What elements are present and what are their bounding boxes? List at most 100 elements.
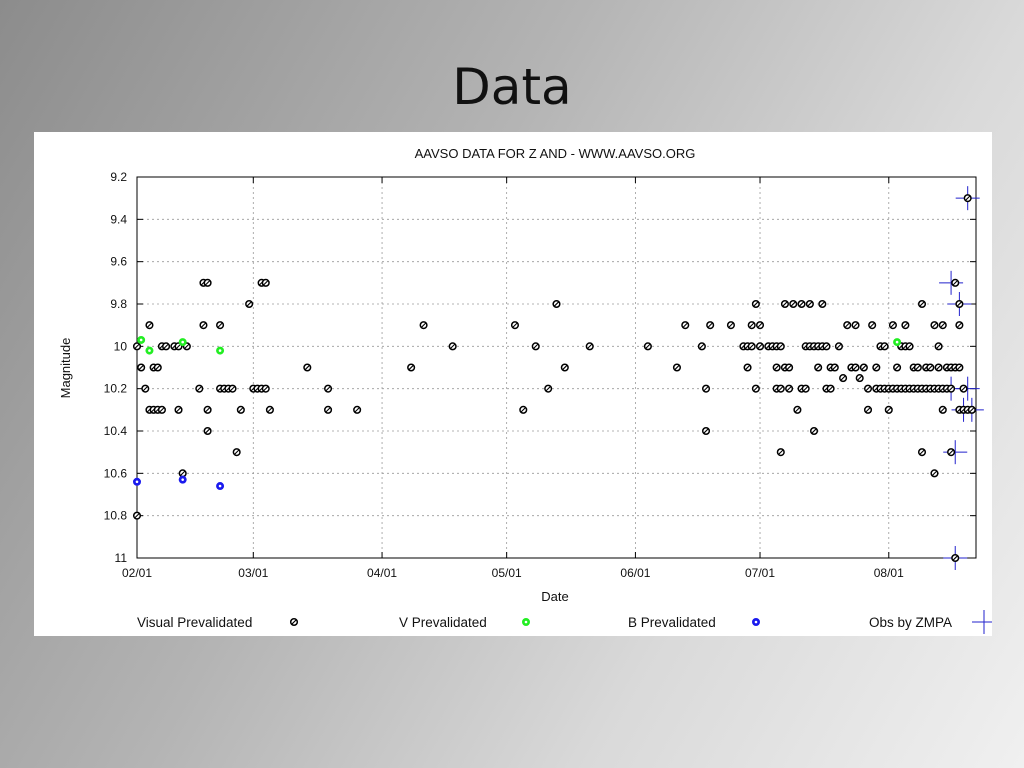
data-point-cross bbox=[943, 440, 968, 465]
data-point bbox=[261, 384, 270, 393]
legend-marker bbox=[289, 617, 299, 627]
data-point bbox=[938, 405, 947, 414]
data-point bbox=[701, 426, 711, 436]
data-point bbox=[884, 405, 893, 414]
data-point bbox=[681, 321, 690, 330]
grid-lines bbox=[137, 177, 976, 558]
data-point bbox=[951, 278, 960, 287]
data-point bbox=[755, 321, 765, 330]
x-tick-label: 06/01 bbox=[620, 566, 650, 580]
y-tick-label: 9.2 bbox=[110, 170, 127, 184]
data-point bbox=[585, 342, 594, 351]
data-point bbox=[216, 321, 225, 330]
data-point bbox=[851, 363, 860, 372]
series-0 bbox=[132, 194, 976, 563]
data-point bbox=[232, 448, 241, 457]
data-point bbox=[776, 448, 785, 457]
y-tick-label: 9.4 bbox=[110, 212, 127, 226]
data-point bbox=[917, 448, 927, 457]
legend-label: V Prevalidated bbox=[399, 615, 487, 630]
data-point bbox=[145, 321, 154, 330]
y-tick-label: 10.2 bbox=[104, 382, 128, 396]
data-point bbox=[776, 384, 785, 393]
data-point bbox=[162, 342, 171, 351]
data-point bbox=[880, 342, 889, 351]
data-point bbox=[174, 405, 183, 414]
data-point bbox=[324, 384, 333, 393]
data-point bbox=[261, 278, 270, 287]
x-tick-label: 07/01 bbox=[745, 566, 775, 580]
data-point bbox=[216, 482, 225, 491]
data-point bbox=[839, 374, 848, 383]
data-point bbox=[851, 321, 860, 330]
data-point bbox=[934, 363, 943, 372]
data-point bbox=[917, 299, 927, 309]
x-tick-label: 04/01 bbox=[367, 566, 397, 580]
data-point bbox=[132, 342, 142, 351]
data-point bbox=[448, 342, 457, 351]
data-point bbox=[743, 363, 752, 372]
data-point bbox=[893, 363, 902, 372]
data-point bbox=[747, 321, 756, 330]
y-tick-label: 10.4 bbox=[104, 424, 128, 438]
data-point bbox=[959, 384, 968, 393]
data-point-cross bbox=[939, 270, 964, 295]
data-point bbox=[519, 405, 528, 414]
x-tick-label: 03/01 bbox=[238, 566, 268, 580]
data-point bbox=[203, 278, 212, 287]
data-point bbox=[755, 342, 765, 351]
chart-panel: AAVSO DATA FOR Z AND - WWW.AAVSO.ORG 9.2… bbox=[34, 132, 992, 636]
data-point bbox=[868, 321, 877, 330]
data-point bbox=[747, 342, 756, 351]
y-tick-label: 10.8 bbox=[104, 509, 128, 523]
legend-marker bbox=[521, 617, 530, 626]
data-point bbox=[809, 426, 819, 436]
data-point bbox=[905, 342, 914, 351]
data-point bbox=[236, 405, 245, 414]
data-point bbox=[951, 553, 960, 563]
data-point bbox=[216, 346, 225, 355]
data-point bbox=[934, 342, 943, 351]
data-point bbox=[228, 384, 237, 393]
data-point bbox=[132, 511, 142, 520]
data-point bbox=[141, 384, 150, 393]
y-tick-label: 11 bbox=[115, 551, 128, 565]
data-point bbox=[938, 321, 947, 330]
data-point bbox=[772, 363, 781, 372]
data-point bbox=[967, 405, 976, 414]
data-point bbox=[785, 363, 794, 372]
data-point bbox=[789, 299, 798, 309]
data-point bbox=[178, 338, 187, 347]
data-point bbox=[324, 405, 333, 414]
data-point bbox=[797, 299, 806, 309]
chart-svg: AAVSO DATA FOR Z AND - WWW.AAVSO.ORG 9.2… bbox=[58, 146, 992, 634]
data-point bbox=[203, 405, 212, 414]
data-point bbox=[726, 321, 735, 330]
data-point bbox=[814, 363, 823, 372]
data-point bbox=[544, 384, 553, 393]
data-point bbox=[930, 469, 939, 478]
data-point bbox=[178, 469, 187, 478]
data-point bbox=[245, 299, 254, 309]
plot-frame bbox=[136, 176, 977, 559]
data-point bbox=[955, 299, 964, 309]
slide-title: Data bbox=[452, 58, 572, 116]
legend-label: B Prevalidated bbox=[628, 615, 716, 630]
data-point bbox=[531, 342, 540, 351]
data-point bbox=[195, 384, 204, 393]
data-point bbox=[805, 299, 814, 309]
data-point bbox=[822, 342, 831, 351]
data-point bbox=[751, 384, 760, 393]
data-point bbox=[793, 405, 802, 414]
x-tick-label: 08/01 bbox=[874, 566, 904, 580]
data-point bbox=[855, 374, 864, 383]
data-point bbox=[930, 321, 939, 330]
data-point bbox=[859, 363, 868, 372]
y-tick-label: 10.6 bbox=[104, 466, 128, 480]
data-point bbox=[863, 384, 873, 393]
data-point bbox=[697, 342, 706, 351]
data-point bbox=[826, 384, 835, 393]
series-2 bbox=[133, 475, 225, 491]
data-point bbox=[706, 321, 715, 330]
data-point bbox=[751, 299, 760, 309]
